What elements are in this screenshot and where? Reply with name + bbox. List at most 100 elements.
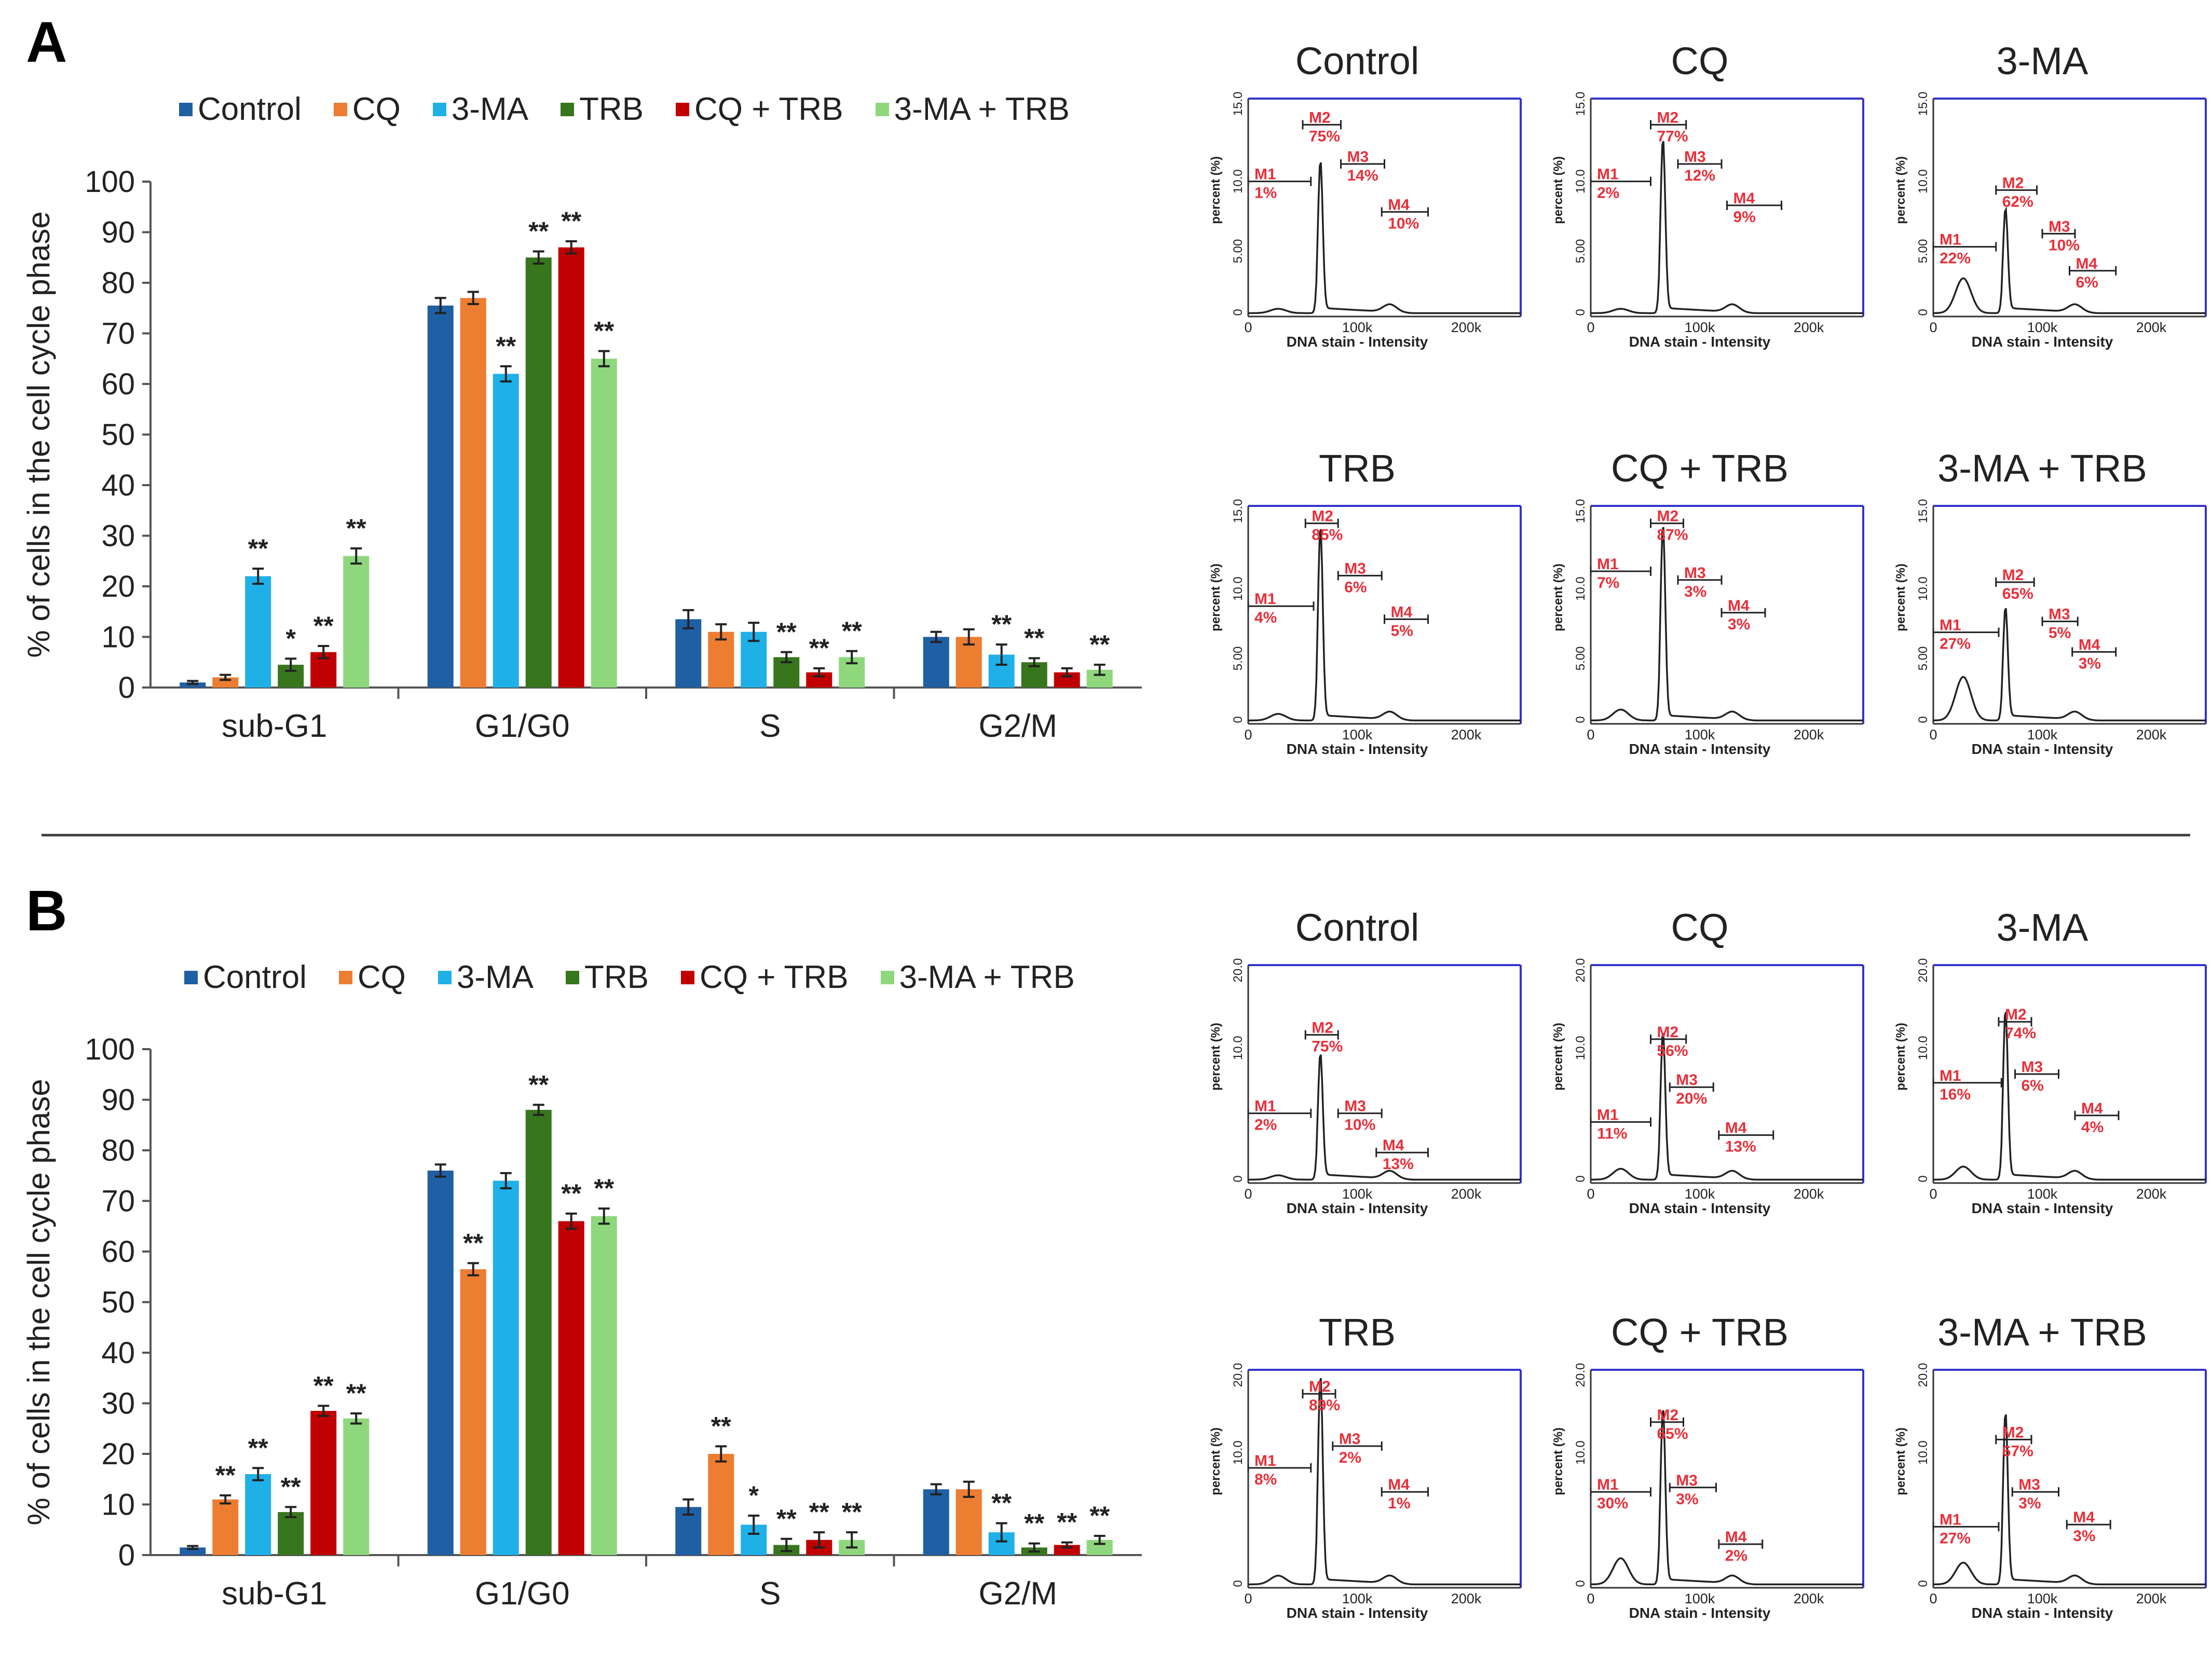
- legend-swatch: [432, 102, 446, 116]
- legend-item-cq-trb: CQ + TRB: [676, 91, 843, 128]
- histogram-trace: [1591, 527, 1863, 722]
- hist-x-tick-label: 100k: [2027, 320, 2058, 335]
- significance-label: **: [463, 1228, 483, 1257]
- hist-y-tick-label: 15.0: [1231, 92, 1245, 116]
- marker-id-label: M4: [1733, 190, 1755, 207]
- y-tick-label: 30: [101, 1387, 135, 1421]
- panel-a-letter: A: [26, 10, 67, 74]
- marker-percent-label: 3%: [2079, 655, 2101, 672]
- histogram-trb: TRB 15.0 10.0 5.00 0 percent (%) 0 100k 200k DNA …: [1186, 446, 1528, 758]
- hist-x-tick-label: 0: [1929, 320, 1937, 335]
- x-category-label: G2/M: [978, 1576, 1057, 1612]
- marker-percent-label: 3%: [1728, 616, 1750, 633]
- legend-label: 3-MA: [456, 959, 534, 995]
- significance-label: **: [1089, 630, 1110, 659]
- legend-label: 3-MA + TRB: [894, 91, 1070, 127]
- histogram-plot: 20.0 10.0 0 percent (%) 0 100k 200k DNA stain -…: [1209, 1363, 1522, 1621]
- marker-id-label: M4: [1725, 1529, 1747, 1546]
- hist-x-tick-label: 200k: [1794, 1591, 1824, 1606]
- hist-y-tick-label: 10.0: [1916, 1440, 1930, 1465]
- bar-cq-trb-g1-g0: [558, 247, 584, 688]
- marker-percent-label: 22%: [1940, 250, 1971, 267]
- marker-id-label: M1: [1940, 1511, 1961, 1528]
- y-axis-label: % of cells in the cell cycle phase: [21, 211, 56, 657]
- histogram-title: TRB: [1319, 1311, 1396, 1354]
- hist-y-tick-label: 0: [1574, 716, 1588, 723]
- hist-x-tick-label: 100k: [1342, 727, 1373, 743]
- hist-x-tick-label: 0: [1929, 1186, 1937, 1202]
- hist-y-tick-label: 15.0: [1916, 499, 1930, 524]
- panel-a-bar-chart-svg: 0 10 20 30 40 50 60 70 80 90 100 % of cells in the …: [21, 165, 1142, 744]
- hist-x-axis-label: DNA stain - Intensity: [1972, 1605, 2113, 1621]
- marker-percent-label: 74%: [2005, 1025, 2036, 1042]
- hist-x-axis-label: DNA stain - Intensity: [1287, 1605, 1428, 1621]
- y-tick-label: 40: [101, 1336, 135, 1370]
- marker-id-label: M1: [1254, 1452, 1276, 1469]
- hist-x-axis-label: DNA stain - Intensity: [1287, 334, 1428, 350]
- bar-control-g2-m: [923, 1489, 949, 1555]
- hist-y-axis-label: percent (%): [1551, 1023, 1565, 1091]
- marker-id-label: M3: [1684, 565, 1706, 582]
- hist-x-tick-label: 200k: [1451, 1186, 1482, 1202]
- histogram-title: 3-MA + TRB: [1937, 1311, 2147, 1354]
- hist-y-tick-label: 0: [1231, 309, 1245, 315]
- bar-control-sub-g1: [180, 1547, 206, 1555]
- legend-swatch: [184, 970, 198, 984]
- histogram-plot: 15.0 10.0 5.00 0 percent (%) 0 100k 200k DNA sta…: [1551, 499, 1864, 757]
- marker-percent-label: 30%: [1597, 1495, 1628, 1512]
- legend-label: Control: [203, 959, 307, 995]
- marker-percent-label: 2%: [1725, 1547, 1747, 1564]
- marker-percent-label: 67%: [2002, 1442, 2033, 1460]
- legend-item-cq-trb: CQ + TRB: [681, 959, 849, 996]
- y-tick-label: 10: [101, 621, 135, 654]
- bar-3-ma-sub-g1: [245, 1474, 271, 1555]
- y-tick-label: 50: [101, 418, 135, 452]
- histogram-3-ma-trb: 3-MA + TRB 20.0 10.0 0 percent (%) 0 100k 200k D…: [1871, 1310, 2212, 1621]
- x-category-label: G1/G0: [475, 1576, 570, 1612]
- histogram-trace: [1591, 1033, 1863, 1181]
- hist-x-axis-label: DNA stain - Intensity: [1287, 741, 1428, 757]
- histogram-title: CQ: [1671, 906, 1729, 949]
- hist-x-tick-label: 200k: [2136, 727, 2167, 743]
- marker-percent-label: 65%: [2002, 585, 2033, 602]
- hist-y-tick-label: 15.0: [1574, 499, 1588, 524]
- marker-percent-label: 10%: [2049, 237, 2080, 254]
- legend-swatch: [333, 102, 347, 116]
- panel-a-legend: Control CQ 3-MA TRB CQ + TRB 3-MA + TRB: [179, 91, 1102, 128]
- marker-percent-label: 13%: [1383, 1156, 1414, 1173]
- marker-percent-label: 6%: [2022, 1077, 2044, 1094]
- histogram-plot: 15.0 10.0 5.00 0 percent (%) 0 100k 200k DNA sta…: [1551, 92, 1864, 350]
- bar-3-ma-trb-g1-g0: [591, 1216, 617, 1555]
- histogram-title: TRB: [1319, 447, 1396, 490]
- hist-x-axis-label: DNA stain - Intensity: [1972, 1200, 2113, 1216]
- marker-id-label: M1: [1597, 1106, 1619, 1123]
- hist-x-axis-label: DNA stain - Intensity: [1629, 334, 1771, 350]
- hist-y-tick-label: 5.00: [1574, 239, 1588, 264]
- hist-x-tick-label: 100k: [1685, 1186, 1715, 1202]
- marker-id-label: M3: [1344, 1098, 1366, 1115]
- hist-y-tick-label: 0: [1916, 1175, 1930, 1182]
- significance-label: **: [776, 617, 797, 647]
- hist-x-tick-label: 200k: [2136, 320, 2167, 335]
- significance-label: **: [528, 217, 549, 246]
- significance-label: **: [776, 1504, 797, 1533]
- legend-item-3-ma-trb: 3-MA + TRB: [875, 91, 1070, 128]
- hist-y-tick-label: 10.0: [1574, 169, 1588, 194]
- hist-x-axis-label: DNA stain - Intensity: [1629, 741, 1771, 757]
- hist-y-tick-label: 20.0: [1231, 958, 1245, 983]
- marker-percent-label: 10%: [1388, 215, 1419, 232]
- histogram-trace: [1248, 1054, 1521, 1181]
- legend-label: 3-MA: [451, 91, 529, 127]
- histogram-plot: 20.0 10.0 0 percent (%) 0 100k 200k DNA stain -…: [1209, 958, 1522, 1216]
- hist-y-tick-label: 0: [1231, 1580, 1245, 1587]
- marker-id-label: M1: [1940, 617, 1961, 634]
- histogram-plot: 15.0 10.0 5.00 0 percent (%) 0 100k 200k DNA sta…: [1894, 92, 2207, 350]
- bar-control-g2-m: [923, 637, 949, 688]
- legend-label: TRB: [584, 959, 649, 995]
- legend-swatch: [561, 102, 575, 116]
- marker-percent-label: 89%: [1309, 1397, 1340, 1414]
- marker-percent-label: 10%: [1344, 1117, 1375, 1134]
- marker-id-label: M2: [1657, 109, 1679, 126]
- bar-cq-g1-g0: [460, 1269, 486, 1555]
- marker-percent-label: 11%: [1597, 1125, 1627, 1142]
